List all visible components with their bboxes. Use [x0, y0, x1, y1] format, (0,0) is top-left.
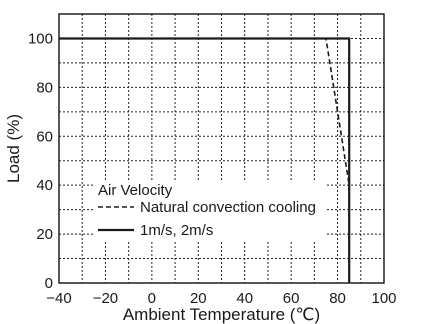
y-tick-label: 20 [36, 226, 53, 243]
tick-labels: −40 −20 0 20 40 60 80 100 0 20 40 60 80 100 [28, 30, 397, 307]
series-line-forced-air [59, 37, 351, 283]
x-tick-label: 20 [190, 290, 207, 307]
legend-label-forced-air: 1m/s, 2m/s [140, 222, 213, 239]
plot-frame [58, 13, 385, 284]
y-tick-label: 40 [36, 177, 53, 194]
x-tick-label: 100 [371, 290, 396, 307]
x-tick-label: 60 [283, 290, 300, 307]
x-tick-label: 80 [329, 290, 346, 307]
y-tick-label: 0 [45, 275, 53, 292]
legend-label-natural-convection: Natural convection cooling [140, 199, 316, 216]
x-axis-label: Ambient Temperature (℃) [123, 305, 320, 324]
y-axis-label: Load (%) [4, 114, 23, 183]
x-tick-label: −20 [93, 290, 118, 307]
y-tick-label: 80 [36, 79, 53, 96]
y-tick-label: 100 [28, 30, 53, 47]
legend-title: Air Velocity [98, 182, 173, 199]
x-tick-label: −40 [46, 290, 71, 307]
y-tick-label: 60 [36, 128, 53, 145]
grid-lines [59, 14, 384, 283]
x-tick-label: 0 [148, 290, 156, 307]
series-lines [59, 37, 351, 283]
x-tick-label: 40 [236, 290, 253, 307]
legend: Air Velocity Natural convection cooling … [94, 181, 326, 241]
